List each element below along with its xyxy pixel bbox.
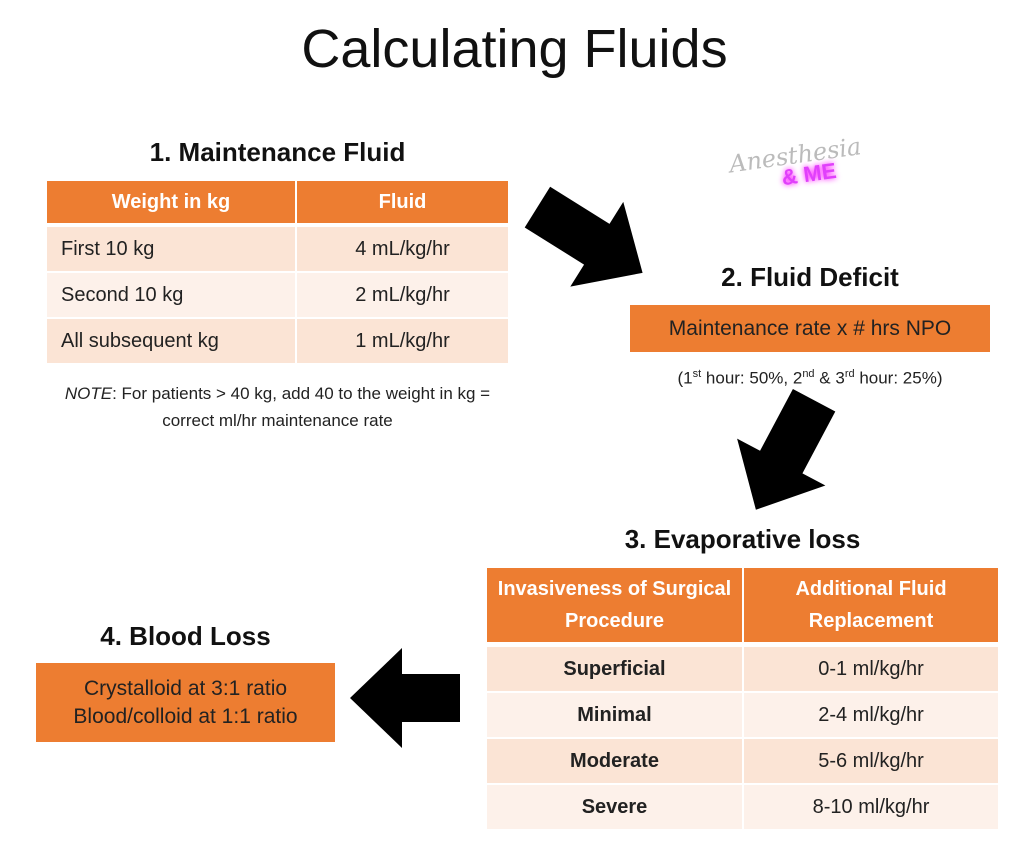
table-cell: Severe	[487, 785, 742, 829]
table-cell-text: Minimal	[577, 703, 652, 726]
deficit-note: (1st hour: 50%, 2nd & 3rd hour: 25%)	[600, 368, 1020, 389]
table-cell: Minimal	[487, 693, 742, 737]
deficit-formula: Maintenance rate x # hrs NPO	[668, 316, 952, 340]
maintenance-note: NOTE: For patients > 40 kg, add 40 to th…	[47, 380, 508, 434]
header-cell: Invasiveness of Surgical Procedure	[487, 568, 742, 642]
header-cell: Weight in kg	[47, 181, 295, 223]
header-cell-text: Invasiveness of Surgical Procedure	[497, 578, 732, 632]
note-sup: st	[692, 368, 702, 380]
header-cell-text: Weight in kg	[111, 191, 231, 213]
table-cell-text: 1 mL/kg/hr	[355, 329, 450, 352]
blood-loss-line: Crystalloid at 3:1 ratio	[83, 676, 288, 700]
table-cell: 2 mL/kg/hr	[297, 273, 508, 317]
note-label: NOTE	[64, 384, 113, 403]
table-cell: Moderate	[487, 739, 742, 783]
table-cell-text: Superficial	[563, 657, 666, 680]
table-cell: First 10 kg	[47, 227, 295, 271]
table-cell-text: First 10 kg	[61, 237, 155, 260]
table-cell: 2-4 ml/kg/hr	[744, 693, 998, 737]
table-cell: All subsequent kg	[47, 319, 295, 363]
header-cell-text: Additional Fluid Replacement	[795, 578, 947, 632]
section-title: 2. Fluid Deficit	[721, 262, 899, 292]
deficit-box: Maintenance rate x # hrs NPO	[630, 305, 990, 352]
table-cell-text: All subsequent kg	[61, 329, 219, 352]
table-cell: Superficial	[487, 647, 742, 691]
table-cell: 4 mL/kg/hr	[297, 227, 508, 271]
header-cell-text: Fluid	[378, 191, 427, 213]
table-cell: 1 mL/kg/hr	[297, 319, 508, 363]
table-cell-text: 2-4 ml/kg/hr	[818, 703, 924, 726]
note-text: : For patients > 40 kg, add 40 to the we…	[112, 384, 491, 430]
table-cell-text: 5-6 ml/kg/hr	[818, 749, 924, 772]
blood-loss-box: Crystalloid at 3:1 ratio Blood/colloid a…	[36, 663, 335, 742]
table-cell-text: 2 mL/kg/hr	[355, 283, 450, 306]
page-title: Calculating Fluids	[301, 19, 728, 79]
note-sup: nd	[802, 368, 815, 380]
table-cell-text: 8-10 ml/kg/hr	[812, 795, 930, 818]
table-cell-text: Moderate	[570, 749, 659, 772]
header-cell: Fluid	[297, 181, 508, 223]
arrow	[737, 388, 836, 510]
table-cell: Second 10 kg	[47, 273, 295, 317]
note-part: (1	[677, 368, 693, 388]
table-cell: 5-6 ml/kg/hr	[744, 739, 998, 783]
arrow	[350, 648, 460, 748]
header-cell: Additional Fluid Replacement	[744, 568, 998, 642]
note-part: hour: 50%, 2	[701, 368, 803, 388]
table-cell-text: Second 10 kg	[61, 283, 184, 306]
section-title: 3. Evaporative loss	[624, 524, 861, 554]
logo: Anesthesia & ME	[727, 130, 882, 198]
table-cell-text: Severe	[581, 795, 648, 818]
table-cell-text: 4 mL/kg/hr	[355, 237, 450, 260]
blood-loss-line: Blood/colloid at 1:1 ratio	[73, 704, 298, 728]
note-part: hour: 25%)	[854, 368, 943, 388]
section-title: 1. Maintenance Fluid	[149, 137, 406, 167]
table-cell: 0-1 ml/kg/hr	[744, 647, 998, 691]
note-sup: rd	[844, 368, 855, 380]
table-cell: 8-10 ml/kg/hr	[744, 785, 998, 829]
section-title: 4. Blood Loss	[100, 621, 271, 651]
note-part: & 3	[814, 368, 845, 388]
table-cell-text: 0-1 ml/kg/hr	[818, 657, 924, 680]
